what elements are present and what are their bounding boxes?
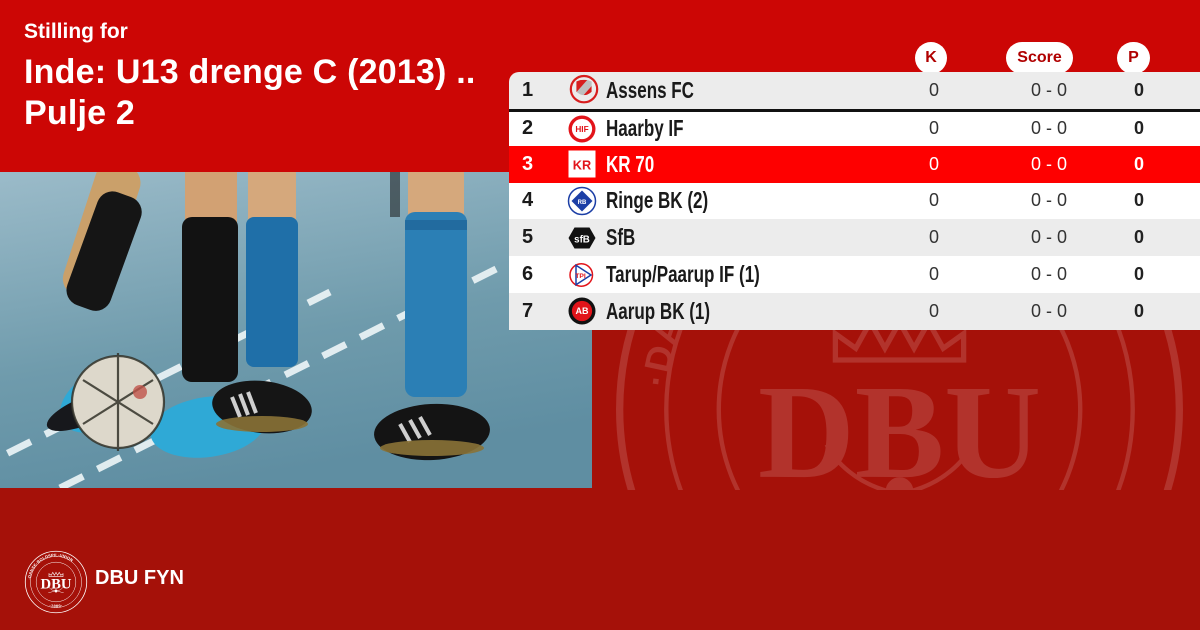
svg-text:sfB: sfB	[574, 234, 590, 245]
svg-text:HIF: HIF	[575, 125, 588, 134]
svg-text:DBU: DBU	[758, 359, 1041, 490]
svg-text:·1889·: ·1889·	[49, 603, 63, 609]
svg-text:·DANSK·BOLDSPIL·UNION: ·DANSK·BOLDSPIL·UNION	[27, 552, 75, 579]
svg-text:AB: AB	[576, 306, 589, 316]
svg-text:TPI: TPI	[575, 273, 586, 280]
svg-text:KR: KR	[573, 157, 591, 172]
svg-text:RB: RB	[578, 200, 587, 206]
